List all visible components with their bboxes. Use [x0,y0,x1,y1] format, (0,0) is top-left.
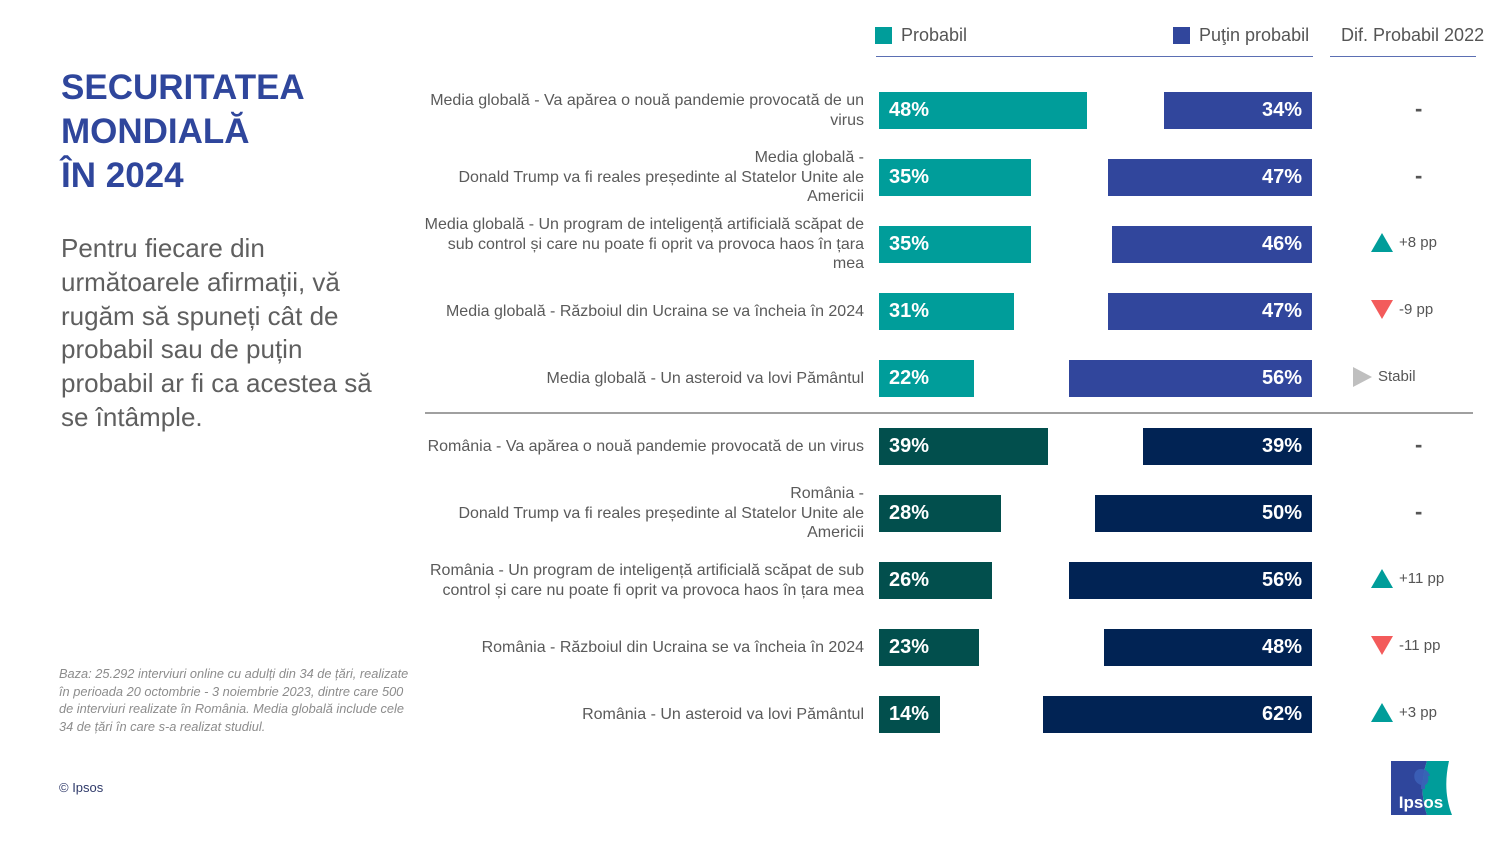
bar-unlikely-label: 47% [1261,166,1302,188]
bar-unlikely: 48% [1103,629,1312,666]
row-label: România - Un program de inteligență arti… [429,562,864,599]
bar-unlikely: 47% [1108,159,1312,196]
bar-likely-label: 48% [889,99,930,121]
bar-likely: 39% [879,428,1049,465]
legend-swatch-unlikely [1173,27,1190,44]
diff-label: -11 pp [1399,637,1441,654]
diff-2022-cell: -11 pp [1340,627,1500,664]
diff-none-label: - [1415,498,1423,524]
question-text: Pentru fiecare din următoarele afirmații… [61,233,372,432]
row-label: Media globală - Va apărea o nouă pandemi… [430,92,864,129]
row-label: România - Războiul din Ucraina se va înc… [481,638,864,656]
bar-unlikely: 46% [1112,226,1312,263]
bar-unlikely: 50% [1095,495,1312,532]
arrow-up-icon [1371,569,1393,588]
bar-likely-label: 23% [889,636,930,658]
diff-none-label: - [1415,431,1423,457]
bar-unlikely: 56% [1068,562,1312,599]
bar-likely-label: 39% [889,435,930,457]
bar-likely: 35% [879,226,1031,263]
diff-2022-cell: +11 pp [1340,560,1500,597]
header-line-diff [1330,56,1476,57]
bar-likely: 23% [879,629,979,666]
bar-unlikely: 39% [1142,428,1312,465]
bar-likely: 31% [879,293,1014,330]
row-label: România - Va apărea o nouă pandemie prov… [427,437,864,455]
diff-none-label: - [1415,162,1423,188]
legend-likely: Probabil [875,25,967,46]
bar-likely-label: 31% [889,300,930,322]
diff-2022-cell: -9 pp [1340,291,1500,328]
bar-unlikely-label: 39% [1261,435,1302,457]
bar-unlikely: 47% [1108,293,1312,330]
ipsos-logo: Ipsos [1391,761,1452,815]
bar-unlikely-label: 56% [1261,569,1302,591]
bar-likely-label: 35% [889,166,930,188]
diff-label: +3 pp [1399,704,1437,721]
diff-label: Stabil [1378,368,1416,385]
diff-label: -9 pp [1399,301,1434,318]
bar-likely: 22% [879,360,975,397]
diff-2022-cell: +3 pp [1340,694,1500,731]
bar-unlikely-label: 34% [1261,99,1302,121]
legend-label-likely: Probabil [901,25,968,45]
bar-unlikely-label: 56% [1261,367,1302,389]
copyright: © Ipsos [59,780,104,795]
arrow-down-icon [1371,300,1393,319]
diff-2022-cell: - [1340,157,1500,194]
bar-unlikely: 34% [1164,92,1312,129]
bar-unlikely: 56% [1068,360,1312,397]
bar-likely-label: 28% [889,502,930,524]
section-divider [425,412,1473,414]
row-label: România - Un asteroid va lovi Pământul [582,705,864,723]
diff-2022-cell: - [1340,90,1500,127]
bar-unlikely-label: 47% [1261,300,1302,322]
bar-likely: 35% [879,159,1031,196]
base-note: Baza: 25.292 interviuri online cu adulți… [59,666,409,734]
diff-2022-cell: - [1340,426,1500,463]
bar-likely-label: 35% [889,233,930,255]
bar-likely: 48% [879,92,1088,129]
ipsos-logo-icon: Ipsos [1391,761,1452,815]
diff-2022-cell: Stabil [1340,358,1500,395]
row-label: Media globală - Războiul din Ucraina se … [445,302,864,320]
bar-unlikely-label: 50% [1261,502,1302,524]
header-line-bars [876,56,1313,57]
row-label: Media globală - Donald Trump va fi reale… [458,149,864,206]
bar-unlikely-label: 46% [1261,233,1302,255]
bar-likely-label: 26% [889,569,930,591]
bar-unlikely: 62% [1042,696,1312,733]
diff-none-label: - [1415,95,1423,121]
legend-unlikely: Puţin probabil [1173,25,1309,46]
diff-2022-cell: - [1340,493,1500,530]
row-label: România - Donald Trump va fi reales preș… [458,485,864,542]
bar-likely: 28% [879,495,1001,532]
bar-unlikely-label: 62% [1261,703,1302,725]
arrow-down-icon [1371,636,1393,655]
logo-text: Ipsos [1399,793,1443,812]
bar-likely: 26% [879,562,992,599]
bar-likely-label: 14% [889,703,930,725]
arrow-up-icon [1371,233,1393,252]
bar-likely-label: 22% [889,367,930,389]
legend-label-unlikely: Puţin probabil [1199,25,1310,45]
legend-diff-header: Dif. Probabil 2022 [1341,25,1485,45]
row-label: Media globală - Un asteroid va lovi Pămâ… [546,369,865,387]
bar-unlikely-label: 48% [1261,636,1302,658]
arrow-up-icon [1371,703,1393,722]
diff-label: +8 pp [1399,234,1437,251]
bar-likely: 14% [879,696,940,733]
arrow-right-icon [1353,366,1372,387]
legend-swatch-likely [875,27,892,44]
row-label: Media globală - Un program de inteligenț… [424,216,864,273]
diff-2022-cell: +8 pp [1340,224,1500,261]
page-title: SECURITATEA MONDIALĂ ÎN 2024 [61,68,305,195]
diff-label: +11 pp [1399,570,1445,587]
